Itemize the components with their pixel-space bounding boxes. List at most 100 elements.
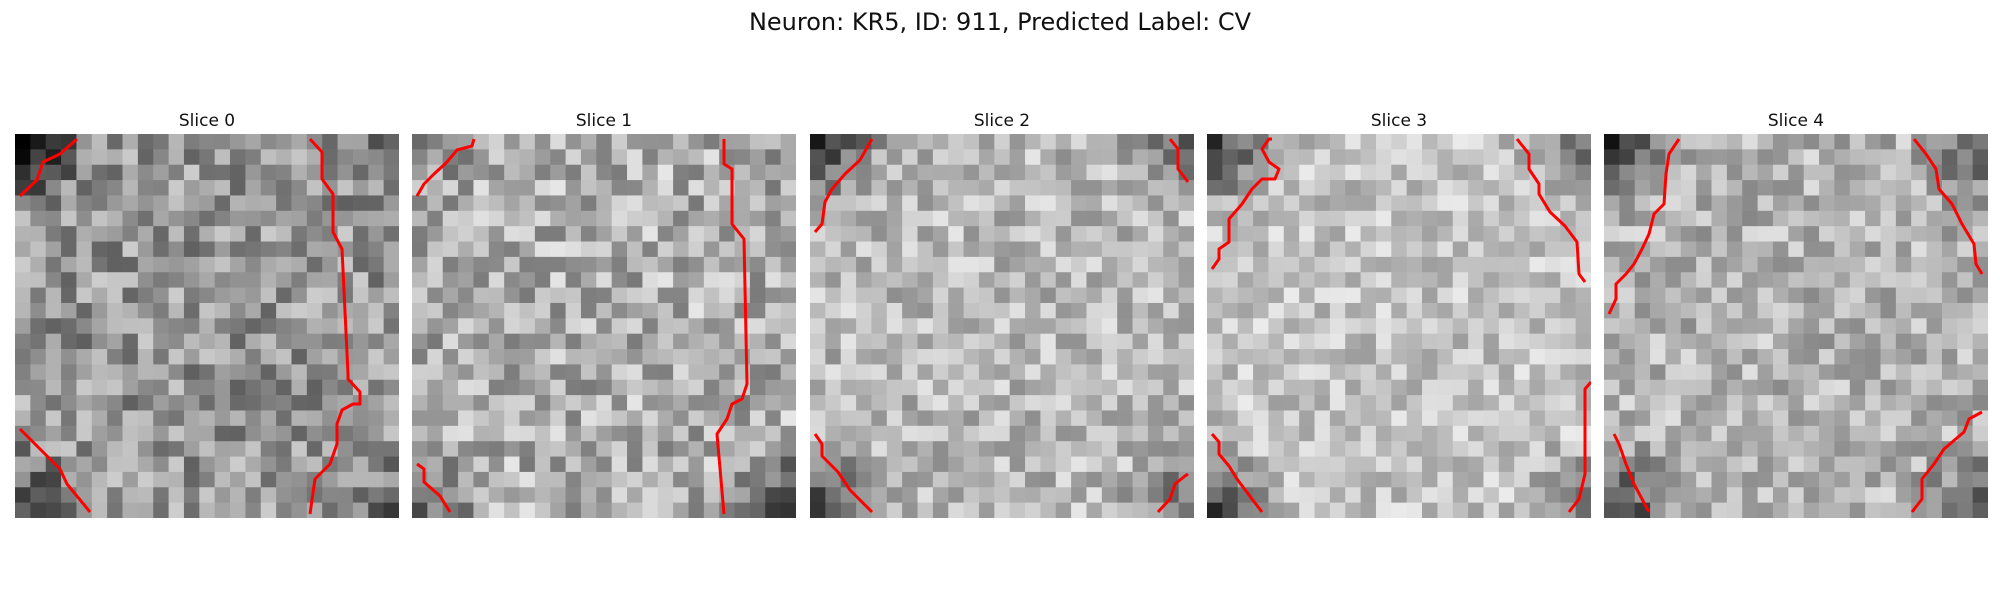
pixel-cell: [352, 379, 369, 396]
pixel-cell: [1911, 425, 1927, 442]
pixel-cell: [1803, 456, 1820, 473]
pixel-cell: [1040, 241, 1057, 258]
pixel-cell: [1575, 149, 1591, 166]
pixel-cell: [810, 471, 826, 488]
pixel-cell: [488, 349, 505, 365]
pixel-cell: [488, 272, 505, 288]
pixel-cell: [1529, 272, 1546, 288]
pixel-cell: [1911, 195, 1927, 212]
pixel-cell: [1819, 395, 1835, 411]
pixel-cell: [611, 256, 628, 273]
pixel-cell: [260, 164, 277, 181]
pixel-cell: [886, 471, 903, 488]
pixel-cell: [214, 471, 231, 488]
pixel-cell: [1117, 287, 1133, 304]
pixel-cell: [550, 456, 566, 473]
pixel-cell: [1634, 410, 1651, 427]
pixel-cell: [1391, 456, 1408, 473]
pixel-cell: [1742, 349, 1758, 365]
pixel-cell: [245, 502, 262, 518]
pixel-cell: [91, 364, 108, 381]
pixel-cell: [137, 395, 154, 411]
pixel-cell: [902, 349, 918, 365]
pixel-cell: [1483, 226, 1500, 242]
pixel-cell: [840, 364, 857, 381]
pixel-cell: [427, 364, 444, 381]
pixel-cell: [458, 180, 474, 196]
pixel-cell: [1222, 149, 1239, 166]
pixel-cell: [1437, 487, 1454, 504]
pixel-cell: [856, 287, 872, 304]
pixel-cell: [1422, 134, 1438, 150]
pixel-cell: [765, 241, 782, 258]
pixel-cell: [1834, 226, 1851, 242]
pixel-cell: [1391, 256, 1408, 273]
pixel-cell: [550, 180, 566, 196]
pixel-cell: [214, 333, 231, 350]
pixel-cell: [1117, 210, 1133, 227]
pixel-cell: [442, 287, 459, 304]
pixel-cell: [1009, 210, 1026, 227]
pixel-cell: [1375, 502, 1392, 518]
pixel-cell: [1329, 210, 1346, 227]
pixel-cell: [611, 180, 628, 196]
pixel-cell: [580, 302, 597, 319]
pixel-cell: [427, 318, 444, 335]
pixel-cell: [1680, 180, 1697, 196]
pixel-cell: [1207, 364, 1223, 381]
pixel-cell: [1071, 272, 1087, 288]
pixel-cell: [1268, 134, 1285, 150]
pixel-cell: [917, 195, 934, 212]
pixel-cell: [504, 180, 520, 196]
pixel-cell: [1452, 149, 1469, 166]
pixel-cell: [504, 456, 520, 473]
pixel-cell: [1788, 256, 1805, 273]
pixel-cell: [1086, 379, 1103, 396]
pixel-cell: [688, 180, 705, 196]
pixel-cell: [1391, 302, 1408, 319]
pixel-cell: [504, 226, 520, 242]
pixel-cell: [948, 164, 964, 181]
pixel-cell: [1926, 333, 1943, 350]
pixel-cell: [168, 471, 185, 488]
pixel-cell: [1406, 164, 1423, 181]
pixel-cell: [1757, 287, 1774, 304]
pixel-cell: [1560, 441, 1577, 457]
pixel-cell: [1560, 318, 1577, 335]
pixel-cell: [1498, 210, 1515, 227]
pixel-cell: [137, 302, 154, 319]
pixel-cell: [1941, 441, 1958, 457]
pixel-cell: [550, 502, 566, 518]
pixel-cell: [1237, 164, 1254, 181]
pixel-cell: [1422, 195, 1438, 212]
pixel-cell: [1972, 302, 1988, 319]
pixel-cell: [1055, 502, 1072, 518]
pixel-cell: [1314, 210, 1331, 227]
pixel-cell: [1071, 379, 1087, 396]
pixel-cell: [1406, 195, 1423, 212]
pixel-cell: [306, 272, 323, 288]
pixel-cell: [1178, 333, 1194, 350]
pixel-cell: [199, 364, 216, 381]
pixel-cell: [1009, 318, 1026, 335]
pixel-cell: [1619, 287, 1636, 304]
pixel-cell: [1680, 195, 1697, 212]
pixel-cell: [76, 180, 93, 196]
pixel-cell: [840, 349, 857, 365]
pixel-cell: [488, 256, 505, 273]
pixel-cell: [1101, 210, 1118, 227]
pixel-cell: [1360, 456, 1377, 473]
pixel-cell: [230, 349, 246, 365]
pixel-cell: [1178, 379, 1194, 396]
pixel-cell: [1253, 395, 1269, 411]
pixel-cell: [1972, 471, 1988, 488]
pixel-cell: [948, 241, 964, 258]
pixel-cell: [15, 379, 31, 396]
pixel-cell: [1560, 333, 1577, 350]
pixel-cell: [488, 302, 505, 319]
pixel-cell: [1498, 272, 1515, 288]
pixel-cell: [1452, 502, 1469, 518]
pixel-cell: [886, 210, 903, 227]
pixel-cell: [703, 241, 720, 258]
pixel-cell: [1529, 226, 1546, 242]
